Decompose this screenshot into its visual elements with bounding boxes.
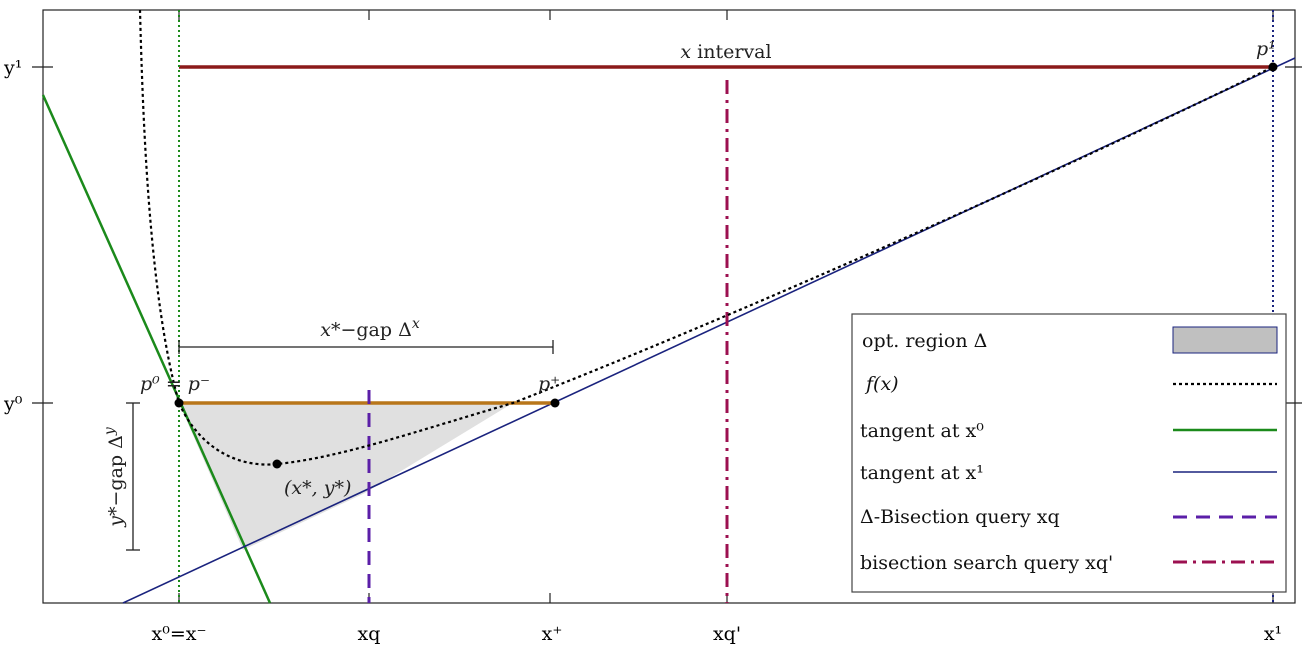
pplus-label: p⁺ <box>538 373 560 395</box>
p0-label: p⁰ = p⁻ <box>140 373 210 395</box>
y-gap-label: y*−gap Δy <box>102 426 127 528</box>
tangent-x0 <box>41 94 272 604</box>
x-tick-label-xplus: x⁺ <box>542 623 563 645</box>
point-pplus <box>550 398 560 408</box>
legend-box <box>851 313 1287 593</box>
point-star <box>272 459 282 469</box>
y-tick-marks <box>32 66 1302 404</box>
x-tick-label-x1: x¹ <box>1264 623 1282 645</box>
legend-label-opt-region: opt. region Δ <box>862 330 987 352</box>
x-tick-label-x0: x⁰=x⁻ <box>152 623 207 645</box>
optimal-region <box>179 403 513 550</box>
x-interval-label: x interval <box>680 41 771 63</box>
plot-frame <box>42 9 1296 604</box>
point-p1 <box>1268 62 1278 72</box>
x-tick-label-xq: xq <box>358 623 381 645</box>
y-tick-label-y0: y⁰ <box>3 393 23 415</box>
tangent-x1 <box>122 57 1296 604</box>
legend-label-bisection-search: bisection search query xq' <box>860 552 1113 574</box>
legend-label-tangent-x1: tangent at x¹ <box>860 462 984 484</box>
x-gap-bracket <box>178 340 554 354</box>
x-gap-label: x*−gap Δx <box>320 316 420 341</box>
y-gap-bracket <box>126 402 140 551</box>
point-p0 <box>174 398 184 408</box>
legend-swatch-opt-region <box>1172 326 1278 354</box>
legend: opt. region Δ f(x) tangent at x⁰ tangent… <box>851 313 1287 593</box>
legend-label-tangent-x0: tangent at x⁰ <box>860 420 984 442</box>
x-tick-label-xqprime: xq' <box>713 623 741 645</box>
legend-label-delta-bisection: Δ-Bisection query xq <box>860 506 1060 528</box>
p1-label: p¹ <box>1256 38 1276 60</box>
legend-label-fx: f(x) <box>864 373 899 395</box>
star-point-label: (x*, y*) <box>284 477 351 499</box>
y-tick-label-y1: y¹ <box>3 57 22 79</box>
